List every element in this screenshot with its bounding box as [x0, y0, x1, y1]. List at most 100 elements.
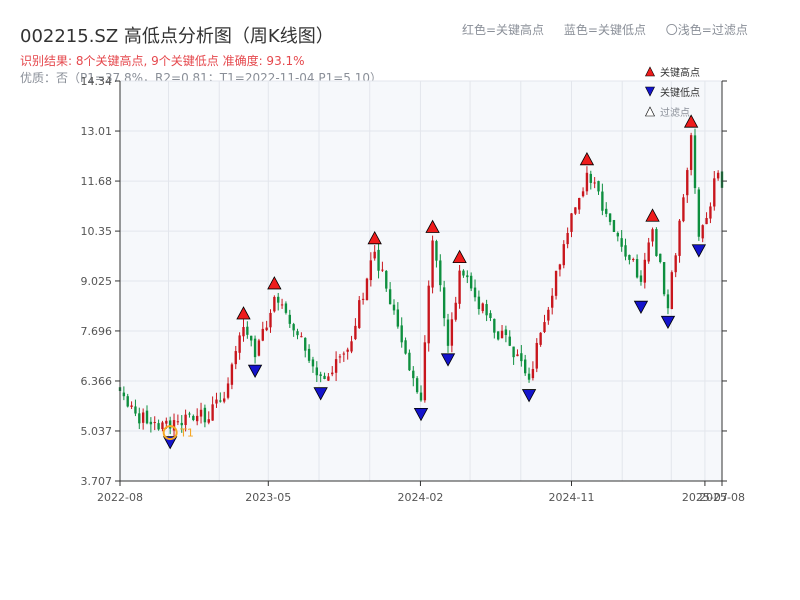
candle [655, 227, 658, 257]
candle [612, 219, 616, 233]
key-low-marker [413, 407, 429, 422]
candle [145, 405, 149, 425]
candle [327, 373, 330, 382]
candle [632, 257, 635, 262]
candle [226, 377, 230, 400]
y-tick-label: 13.01 [81, 125, 113, 138]
candle [516, 349, 519, 357]
key-high-marker [236, 306, 251, 320]
candle [508, 330, 511, 347]
t1-marker [162, 425, 178, 441]
candle [674, 253, 677, 278]
key-high-marker [267, 276, 282, 290]
legend-marker [645, 106, 655, 117]
candle [373, 245, 376, 261]
candle [709, 202, 712, 224]
candle [693, 128, 697, 194]
candle [149, 417, 153, 433]
candle [643, 252, 647, 289]
candle [361, 292, 365, 305]
candle [176, 414, 180, 426]
candle [130, 401, 133, 410]
candle [219, 392, 222, 403]
y-tick-label: 6.366 [81, 375, 113, 388]
legend-marker [645, 66, 655, 77]
y-tick-label: 9.025 [81, 275, 113, 288]
candle [369, 252, 373, 287]
candle [601, 183, 604, 216]
candle [593, 177, 596, 189]
candle [589, 170, 592, 190]
candle [334, 351, 338, 382]
candle [311, 356, 315, 373]
candle [697, 187, 701, 241]
candle [705, 212, 708, 225]
candle [419, 385, 423, 402]
candle [261, 321, 264, 342]
candle [172, 413, 176, 438]
y-tick-label: 3.707 [81, 475, 113, 488]
candle [493, 318, 496, 339]
t1-label: T1 [179, 427, 194, 440]
candle [230, 362, 234, 390]
candle [404, 337, 407, 355]
candle [558, 263, 562, 277]
candle [512, 346, 515, 365]
key-low-marker [660, 315, 676, 330]
candle [288, 309, 291, 328]
candle [458, 264, 461, 309]
candle [280, 298, 284, 309]
candle [207, 411, 210, 425]
x-tick-label: 2025-08 [699, 491, 745, 504]
y-tick-label: 11.68 [81, 175, 113, 188]
candle [496, 331, 500, 341]
candle [678, 219, 681, 263]
key-high-marker [367, 230, 382, 245]
y-tick-label: 5.037 [81, 425, 113, 438]
candle [500, 325, 504, 339]
candle [620, 230, 623, 252]
candle [562, 240, 565, 269]
candle [211, 396, 214, 421]
candle [354, 318, 357, 341]
candle [323, 372, 326, 380]
key-low-marker [247, 364, 263, 378]
x-tick-label: 2024-02 [397, 491, 443, 504]
candle [539, 332, 542, 347]
candle [315, 361, 318, 382]
y-tick-label: 10.35 [81, 225, 113, 238]
candle [153, 416, 156, 431]
top-legend: 红色=关键高点 蓝色=关键低点 〇浅色=过滤点 [462, 21, 764, 38]
candle [666, 289, 670, 315]
candle [585, 166, 589, 195]
x-tick-label: 2023-05 [245, 491, 291, 504]
key-low-marker [440, 353, 456, 367]
candle [284, 301, 288, 315]
candle [338, 353, 342, 364]
candle [253, 335, 257, 364]
candle [195, 408, 199, 426]
candle [381, 261, 384, 272]
key-low-marker [691, 244, 707, 258]
candle [350, 335, 353, 354]
candle [292, 322, 295, 337]
candle [524, 354, 527, 376]
x-tick-label: 2022-08 [97, 491, 143, 504]
candle [269, 309, 272, 333]
candle [616, 231, 619, 242]
candle [296, 328, 299, 340]
candle [192, 414, 195, 422]
candle [126, 393, 129, 408]
candle [597, 180, 600, 195]
candle [527, 367, 531, 383]
candle [238, 332, 241, 360]
candle [234, 345, 237, 370]
candle [485, 299, 488, 322]
candle [477, 290, 481, 315]
candle [535, 338, 538, 373]
chart-title: 002215.SZ 高低点分析图（周K线图） [20, 26, 334, 47]
candle [547, 306, 550, 325]
legend-label: 关键低点 [660, 86, 700, 99]
candle [300, 332, 303, 338]
candle [473, 279, 477, 302]
